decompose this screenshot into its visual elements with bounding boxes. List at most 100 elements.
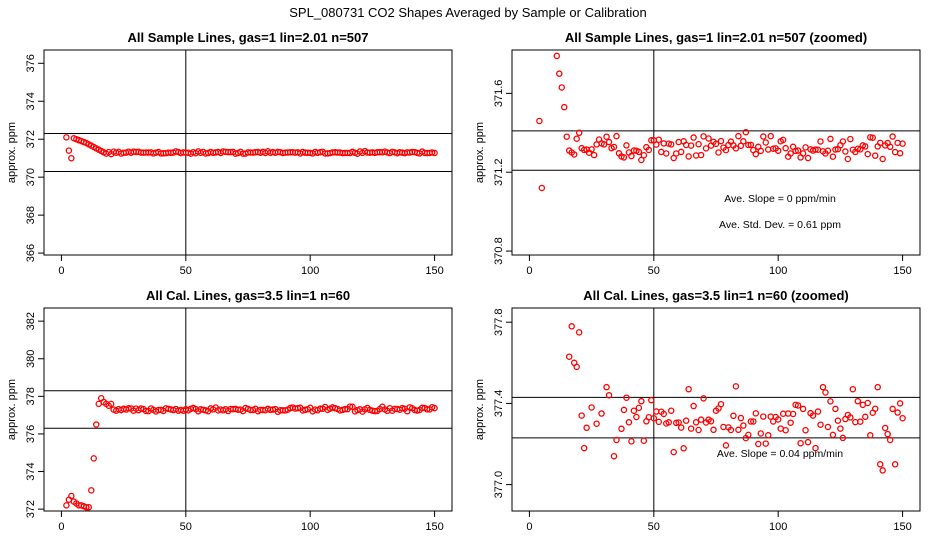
data-point — [428, 149, 436, 156]
data-point — [747, 418, 755, 425]
data-point — [779, 136, 787, 144]
x-tick-label: 0 — [58, 265, 64, 277]
data-point — [817, 138, 824, 145]
y-tick-label: 368 — [25, 206, 37, 224]
data-point — [839, 138, 847, 145]
data-point — [819, 383, 827, 391]
data-point — [125, 405, 132, 412]
data-point — [874, 383, 881, 391]
data-point — [827, 398, 834, 405]
data-point — [864, 399, 872, 407]
panel-title: All Cal. Lines, gas=3.5 lin=1 n=60 — [146, 288, 350, 303]
data-point — [620, 406, 628, 414]
data-point — [742, 128, 750, 136]
data-point — [690, 402, 697, 410]
data-point — [88, 487, 95, 494]
data-point — [812, 444, 819, 452]
x-tick-label: 150 — [893, 521, 911, 533]
data-point — [757, 147, 765, 155]
data-point — [824, 147, 832, 154]
data-point — [687, 425, 695, 432]
data-point — [603, 383, 610, 391]
page-title: SPL_080731 CO2 Shapes Averaged by Sample… — [289, 5, 647, 20]
data-point — [588, 146, 595, 153]
x-tick-label: 50 — [648, 265, 660, 277]
data-point — [633, 413, 640, 421]
panel-1: All Sample Lines, gas=1 lin=2.01 n=507 0 5… — [6, 30, 453, 277]
y-axis-label: approx. ppm — [474, 122, 486, 183]
data-point — [717, 400, 725, 408]
data-point — [677, 424, 685, 431]
data-point — [635, 404, 643, 412]
data-point — [864, 150, 872, 158]
data-point — [536, 117, 543, 125]
data-point — [687, 142, 695, 149]
plot-frame — [43, 49, 453, 256]
data-point — [85, 503, 93, 511]
data-point — [600, 141, 608, 148]
data-point — [876, 139, 884, 147]
data-point — [580, 146, 588, 154]
data-point — [884, 430, 891, 438]
data-point — [735, 132, 742, 140]
data-point — [710, 426, 717, 434]
stats-annotation: Ave. Std. Dev. = 0.61 ppm — [719, 219, 841, 231]
x-tick-label: 0 — [526, 521, 532, 533]
data-point — [889, 133, 896, 140]
data-point — [789, 410, 797, 418]
data-point — [553, 52, 561, 60]
data-point — [83, 503, 90, 511]
data-point — [90, 455, 98, 462]
y-tick-label: 377.0 — [493, 471, 505, 499]
data-point — [702, 145, 710, 152]
y-tick-label: 378 — [25, 387, 37, 405]
data-point — [605, 392, 613, 399]
data-point — [879, 467, 886, 474]
y-tick-label: 382 — [25, 312, 37, 330]
data-point — [896, 400, 904, 407]
data-point — [837, 425, 844, 432]
data-point — [891, 461, 899, 468]
data-point — [431, 404, 438, 412]
data-point — [847, 414, 854, 421]
x-tick-label: 100 — [301, 521, 319, 533]
data-point — [628, 438, 635, 445]
data-point — [705, 135, 712, 142]
data-point — [804, 154, 812, 162]
x-tick-label: 150 — [893, 265, 911, 277]
data-point — [762, 440, 770, 447]
data-point — [269, 406, 277, 413]
data-point — [638, 156, 645, 164]
panel-2: All Sample Lines, gas=1 lin=2.01 n=507 (… — [474, 30, 921, 277]
data-point — [881, 424, 889, 432]
plot-frame — [511, 49, 921, 256]
stats-annotation: Ave. Slope = 0.04 ppm/min — [717, 448, 843, 460]
data-point — [653, 141, 660, 148]
data-point — [560, 103, 568, 111]
data-point — [690, 134, 697, 141]
data-point — [894, 139, 901, 147]
data-point — [665, 419, 672, 426]
data-point — [573, 135, 580, 142]
data-point — [605, 138, 613, 146]
data-point — [886, 436, 894, 444]
data-point — [635, 148, 643, 156]
data-point — [645, 146, 653, 154]
data-point — [879, 155, 886, 163]
data-point — [107, 400, 115, 408]
data-point — [692, 419, 700, 426]
data-point — [787, 419, 794, 426]
data-point — [667, 407, 675, 414]
data-point — [782, 426, 789, 434]
data-point — [787, 150, 794, 157]
data-point — [869, 134, 876, 141]
data-point — [862, 413, 869, 421]
data-point — [755, 440, 762, 448]
data-point — [628, 152, 635, 160]
data-point — [847, 135, 854, 143]
data-point — [782, 144, 789, 152]
y-tick-label: 377.4 — [493, 390, 505, 418]
x-tick-label: 100 — [301, 265, 319, 277]
data-point — [583, 424, 590, 432]
data-point — [294, 404, 302, 412]
